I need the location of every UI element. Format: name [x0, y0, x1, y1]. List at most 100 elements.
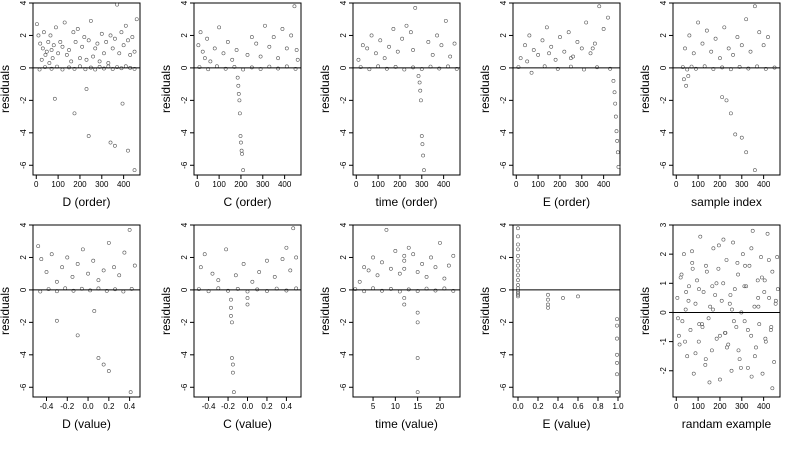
data-point — [52, 96, 57, 101]
data-point — [223, 66, 228, 71]
data-point — [544, 25, 549, 30]
data-point — [387, 44, 391, 49]
data-point — [571, 54, 575, 59]
data-point — [615, 372, 619, 377]
y-tick-label: -6 — [339, 161, 348, 169]
data-point — [75, 27, 80, 31]
data-point — [762, 290, 767, 294]
data-point — [402, 253, 407, 258]
data-point — [742, 284, 747, 289]
data-point — [122, 250, 127, 255]
data-point — [686, 74, 691, 78]
y-axis-title: residuals — [638, 287, 652, 335]
data-point — [64, 53, 69, 57]
data-point — [422, 168, 426, 173]
data-point — [770, 269, 775, 274]
data-point — [239, 148, 244, 153]
y-tick-label: 0 — [659, 65, 668, 70]
data-point — [742, 319, 747, 324]
data-point — [516, 247, 520, 252]
data-point — [62, 20, 67, 25]
data-point — [711, 246, 716, 251]
panel-9: 0.0 0.2 0.4 0.6 0.8 1.0 4 2 0 -2 -4 -6 E (value) resi… — [478, 222, 624, 431]
data-point — [123, 23, 128, 28]
x-tick-label: 0 — [354, 180, 359, 189]
data-point — [749, 333, 754, 338]
data-point — [516, 65, 521, 69]
data-point — [613, 101, 618, 106]
data-point — [576, 294, 580, 299]
data-point — [703, 357, 708, 362]
data-point — [226, 288, 230, 293]
data-point — [683, 307, 688, 312]
data-point — [230, 57, 235, 62]
panel-7: -0.4 -0.2 0.0 0.2 0.4 4 2 0 -2 -4 -6 C (value) resid… — [159, 222, 302, 431]
plot-frame — [672, 2, 781, 176]
y-tick-label: 2 — [339, 33, 348, 38]
data-point — [438, 240, 442, 245]
data-point — [615, 139, 620, 143]
y-tick-label: 4 — [499, 0, 508, 5]
data-point — [722, 25, 727, 30]
x-tick-label: 0 — [195, 180, 200, 189]
data-point — [112, 265, 116, 270]
data-point — [35, 22, 39, 26]
data-point — [442, 276, 447, 281]
data-point — [411, 252, 416, 257]
y-tick-label: 3 — [659, 222, 668, 227]
data-point — [254, 41, 259, 46]
data-point — [265, 258, 269, 263]
data-point — [746, 365, 750, 370]
data-point — [566, 30, 571, 35]
data-point — [123, 64, 128, 69]
data-point — [75, 333, 80, 338]
data-point — [84, 87, 89, 91]
data-point — [101, 268, 106, 273]
data-point — [708, 304, 713, 309]
y-tick-label: 0 — [19, 65, 28, 70]
y-tick-label: 0 — [180, 65, 189, 70]
data-point — [561, 296, 565, 300]
data-point — [106, 240, 111, 245]
data-point — [200, 49, 205, 54]
data-point — [54, 25, 58, 30]
data-point — [374, 51, 378, 56]
x-tick-label: 0 — [674, 402, 679, 411]
panel-4: 0 100 200 300 400 4 2 0 -2 -4 -6 E (order) residuals — [478, 0, 621, 209]
data-point — [693, 301, 698, 306]
data-point — [402, 296, 407, 300]
data-point — [120, 101, 125, 106]
y-tick-label: -4 — [19, 129, 28, 137]
data-point — [233, 273, 238, 278]
x-tick-label: 200 — [73, 180, 87, 189]
data-point — [775, 255, 780, 259]
data-point — [369, 33, 374, 38]
x-tick-label: 100 — [691, 402, 705, 411]
y-tick-label: -4 — [339, 351, 348, 359]
data-point — [104, 288, 109, 293]
y-tick-label: -2 — [499, 96, 508, 104]
y-tick-label: -2 — [339, 318, 348, 326]
x-axis-title: time (order) — [375, 195, 437, 209]
data-point — [39, 257, 44, 261]
data-point — [235, 287, 240, 291]
y-tick-label: -6 — [180, 383, 189, 391]
x-tick-label: 200 — [393, 180, 407, 189]
data-point — [437, 66, 442, 71]
data-point — [516, 258, 520, 263]
data-point — [49, 48, 54, 52]
data-point — [411, 48, 415, 52]
y-tick-label: 2 — [19, 255, 28, 260]
x-tick-label: 20 — [435, 402, 444, 411]
data-point — [761, 43, 766, 48]
x-tick-label: 200 — [553, 180, 567, 189]
data-point — [71, 288, 76, 293]
data-point — [93, 67, 98, 72]
data-point — [384, 66, 389, 71]
data-point — [415, 270, 420, 274]
y-tick-label: -4 — [499, 351, 508, 359]
data-point — [245, 302, 250, 307]
data-point — [744, 284, 749, 289]
data-point — [419, 134, 424, 138]
data-point — [719, 298, 724, 303]
